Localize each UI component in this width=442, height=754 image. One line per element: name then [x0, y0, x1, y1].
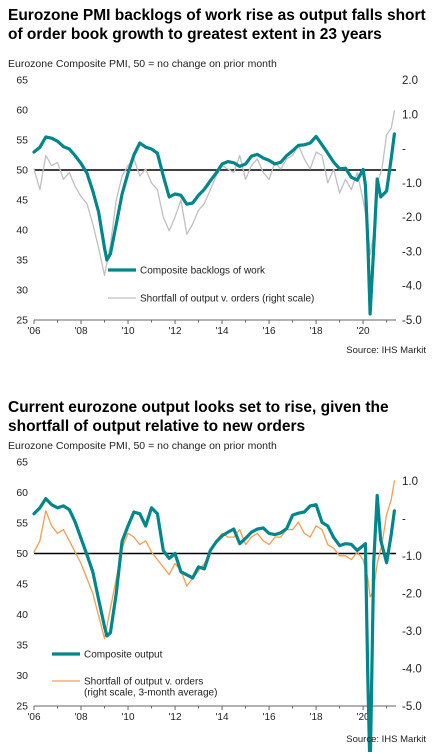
x-tick-label: '12: [169, 326, 182, 337]
y-left-tick-label: 65: [16, 75, 28, 87]
x-tick-label: '10: [122, 326, 135, 337]
y-left-tick-label: 50: [16, 165, 28, 177]
x-tick-label: '08: [74, 712, 87, 723]
y-right-tick-label: -3.0: [402, 246, 422, 258]
y-right-tick-label: -: [402, 144, 406, 156]
x-tick-label: '10: [122, 712, 135, 723]
y-left-tick-label: 55: [16, 135, 28, 147]
x-tick-label: '20: [357, 712, 370, 723]
y-right-tick-label: -: [402, 513, 406, 525]
y-right-tick-label: 2.0: [402, 75, 418, 87]
y-right-tick-label: -2.0: [402, 588, 422, 600]
y-right-tick-label: -3.0: [402, 626, 422, 638]
legend-label: (right scale, 3-month average): [84, 688, 217, 699]
y-right-tick-label: -5.0: [402, 701, 422, 713]
x-tick-label: '20: [357, 326, 370, 337]
chart-source: Source: IHS Markit: [346, 345, 426, 356]
x-tick-label: '14: [216, 326, 229, 337]
y-right-tick-label: -5.0: [402, 315, 422, 327]
chart-title: Current eurozone output looks set to ris…: [8, 399, 389, 435]
chart-source: Source: IHS Markit: [346, 734, 426, 745]
y-left-tick-label: 30: [16, 670, 28, 682]
y-left-tick-label: 40: [16, 225, 28, 237]
x-tick-label: '12: [169, 712, 182, 723]
y-right-tick-label: -2.0: [402, 212, 422, 224]
x-tick-label: '06: [27, 712, 40, 723]
y-left-tick-label: 50: [16, 548, 28, 560]
y-right-tick-label: -4.0: [402, 281, 422, 293]
y-left-tick-label: 60: [16, 105, 28, 117]
y-left-tick-label: 65: [16, 457, 28, 469]
series-line-left: [32, 132, 396, 316]
x-tick-label: '16: [263, 712, 276, 723]
series-line-right: [33, 110, 396, 277]
legend-label: Composite output: [84, 650, 163, 661]
x-tick-label: '18: [310, 326, 323, 337]
legend-label: Shortfall of output v. orders: [84, 677, 203, 688]
y-left-tick-label: 55: [16, 518, 28, 530]
y-right-tick-label: -4.0: [402, 663, 422, 675]
y-right-tick-label: 1.0: [402, 109, 418, 121]
y-left-tick-label: 60: [16, 487, 28, 499]
y-left-tick-label: 40: [16, 609, 28, 621]
chart-backlogs-panel: Eurozone PMI backlogs of work rise as ou…: [0, 0, 442, 372]
y-left-tick-label: 30: [16, 285, 28, 297]
x-tick-label: '16: [263, 326, 276, 337]
series-line-left: [32, 493, 396, 752]
y-right-tick-label: 1.0: [402, 476, 418, 488]
y-left-tick-label: 35: [16, 255, 28, 267]
legend-label: Shortfall of output v. orders (right sca…: [140, 294, 314, 305]
y-left-tick-label: 35: [16, 640, 28, 652]
chart-backlogs-plot: 65 60 55 50 45 40 35 30 25 2.0 1.0 - -1.0 -2.0 -3.0 -4.…: [16, 75, 422, 338]
y-left-tick-label: 25: [16, 701, 28, 713]
chart-title: Eurozone PMI backlogs of work rise as ou…: [8, 7, 426, 43]
y-left-tick-label: 25: [16, 315, 28, 327]
x-tick-label: '18: [310, 712, 323, 723]
y-right-tick-label: -1.0: [402, 178, 422, 190]
y-left-tick-label: 45: [16, 195, 28, 207]
chart-subtitle: Eurozone Composite PMI, 50 = no change o…: [8, 440, 277, 452]
chart-output-plot: 65 60 55 50 45 40 35 30 25 1.0 - -1.0 -2.0 -3.0 -4.0 -5…: [16, 457, 422, 752]
series-line-right: [33, 480, 396, 640]
chart-subtitle: Eurozone Composite PMI, 50 = no change o…: [8, 58, 277, 70]
x-tick-label: '06: [27, 326, 40, 337]
chart-output-panel: Current eurozone output looks set to ris…: [0, 392, 442, 754]
x-tick-label: '14: [216, 712, 229, 723]
legend-label: Composite backlogs of work: [140, 266, 266, 277]
y-right-tick-label: -1.0: [402, 551, 422, 563]
y-left-tick-label: 45: [16, 579, 28, 591]
x-tick-label: '08: [74, 326, 87, 337]
